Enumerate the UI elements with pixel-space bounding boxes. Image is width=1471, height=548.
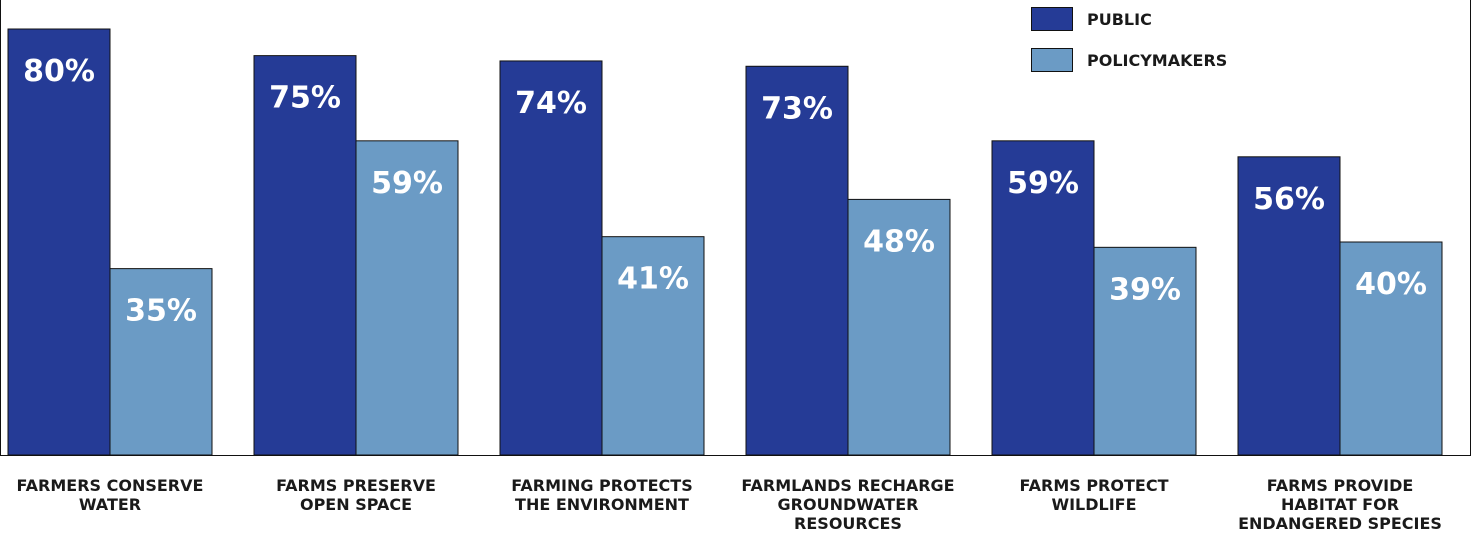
category-label-line: FARMERS CONSERVE <box>16 476 204 495</box>
bar-public-3 <box>745 65 849 456</box>
data-label-policymakers-0: 35% <box>125 294 197 329</box>
category-label-5: FARMS PROVIDE HABITAT FOR ENDANGERED SPECI… <box>1220 476 1460 533</box>
data-label-policymakers-4: 39% <box>1109 272 1181 307</box>
bar-public-1 <box>253 55 357 456</box>
category-label-1: FARMS PRESERVE OPEN SPACE <box>236 476 476 514</box>
bar-policymakers-4 <box>1093 246 1197 456</box>
category-label-line: FARMS PRESERVE <box>276 476 436 495</box>
data-label-public-3: 73% <box>761 91 833 126</box>
data-label-policymakers-1: 59% <box>371 166 443 201</box>
bar-policymakers-3 <box>847 198 951 456</box>
bar-policymakers-0 <box>109 268 213 456</box>
category-label-line: GROUNDWATER <box>777 495 919 514</box>
data-label-policymakers-3: 48% <box>863 224 935 259</box>
legend-swatch-public <box>1031 7 1073 31</box>
category-label-line: FARMS PROVIDE <box>1266 476 1414 495</box>
category-label-4: FARMS PROTECT WILDLIFE <box>974 476 1214 514</box>
legend-swatch-policymakers <box>1031 48 1073 72</box>
category-label-line: THE ENVIRONMENT <box>515 495 689 514</box>
bar-policymakers-2 <box>601 236 705 456</box>
data-label-public-1: 75% <box>269 81 341 116</box>
category-label-line: OPEN SPACE <box>299 495 413 514</box>
bar-public-0 <box>7 28 111 456</box>
legend-label-policymakers: POLICYMAKERS <box>1087 50 1228 70</box>
bar-public-4 <box>991 140 1095 456</box>
data-label-public-4: 59% <box>1007 166 1079 201</box>
bar-policymakers-1 <box>355 140 459 456</box>
category-label-0: FARMERS CONSERVE WATER <box>0 476 230 514</box>
category-label-line: FARMING PROTECTS <box>511 476 693 495</box>
legend-label-public: PUBLIC <box>1087 9 1152 29</box>
category-label-line: HABITAT FOR <box>1280 495 1400 514</box>
data-label-public-2: 74% <box>515 86 587 121</box>
legend-item-public: PUBLIC <box>1031 7 1152 31</box>
category-label-3: FARMLANDS RECHARGE GROUNDWATER RESOURCES <box>728 476 968 533</box>
data-label-policymakers-2: 41% <box>617 262 689 297</box>
bar-policymakers-5 <box>1339 241 1443 456</box>
category-label-line: WILDLIFE <box>1051 495 1137 514</box>
category-label-line: WATER <box>78 495 142 514</box>
category-label-line: ENDANGERED SPECIES <box>1238 514 1442 533</box>
data-label-policymakers-5: 40% <box>1355 267 1427 302</box>
category-label-2: FARMING PROTECTS THE ENVIRONMENT <box>482 476 722 514</box>
data-label-public-5: 56% <box>1253 182 1325 217</box>
bar-public-5 <box>1237 156 1341 456</box>
category-label-line: RESOURCES <box>794 514 902 533</box>
legend-item-policymakers: POLICYMAKERS <box>1031 48 1227 72</box>
data-label-public-0: 80% <box>23 54 95 89</box>
category-label-line: FARMS PROTECT <box>1019 476 1169 495</box>
category-label-line: FARMLANDS RECHARGE <box>741 476 955 495</box>
